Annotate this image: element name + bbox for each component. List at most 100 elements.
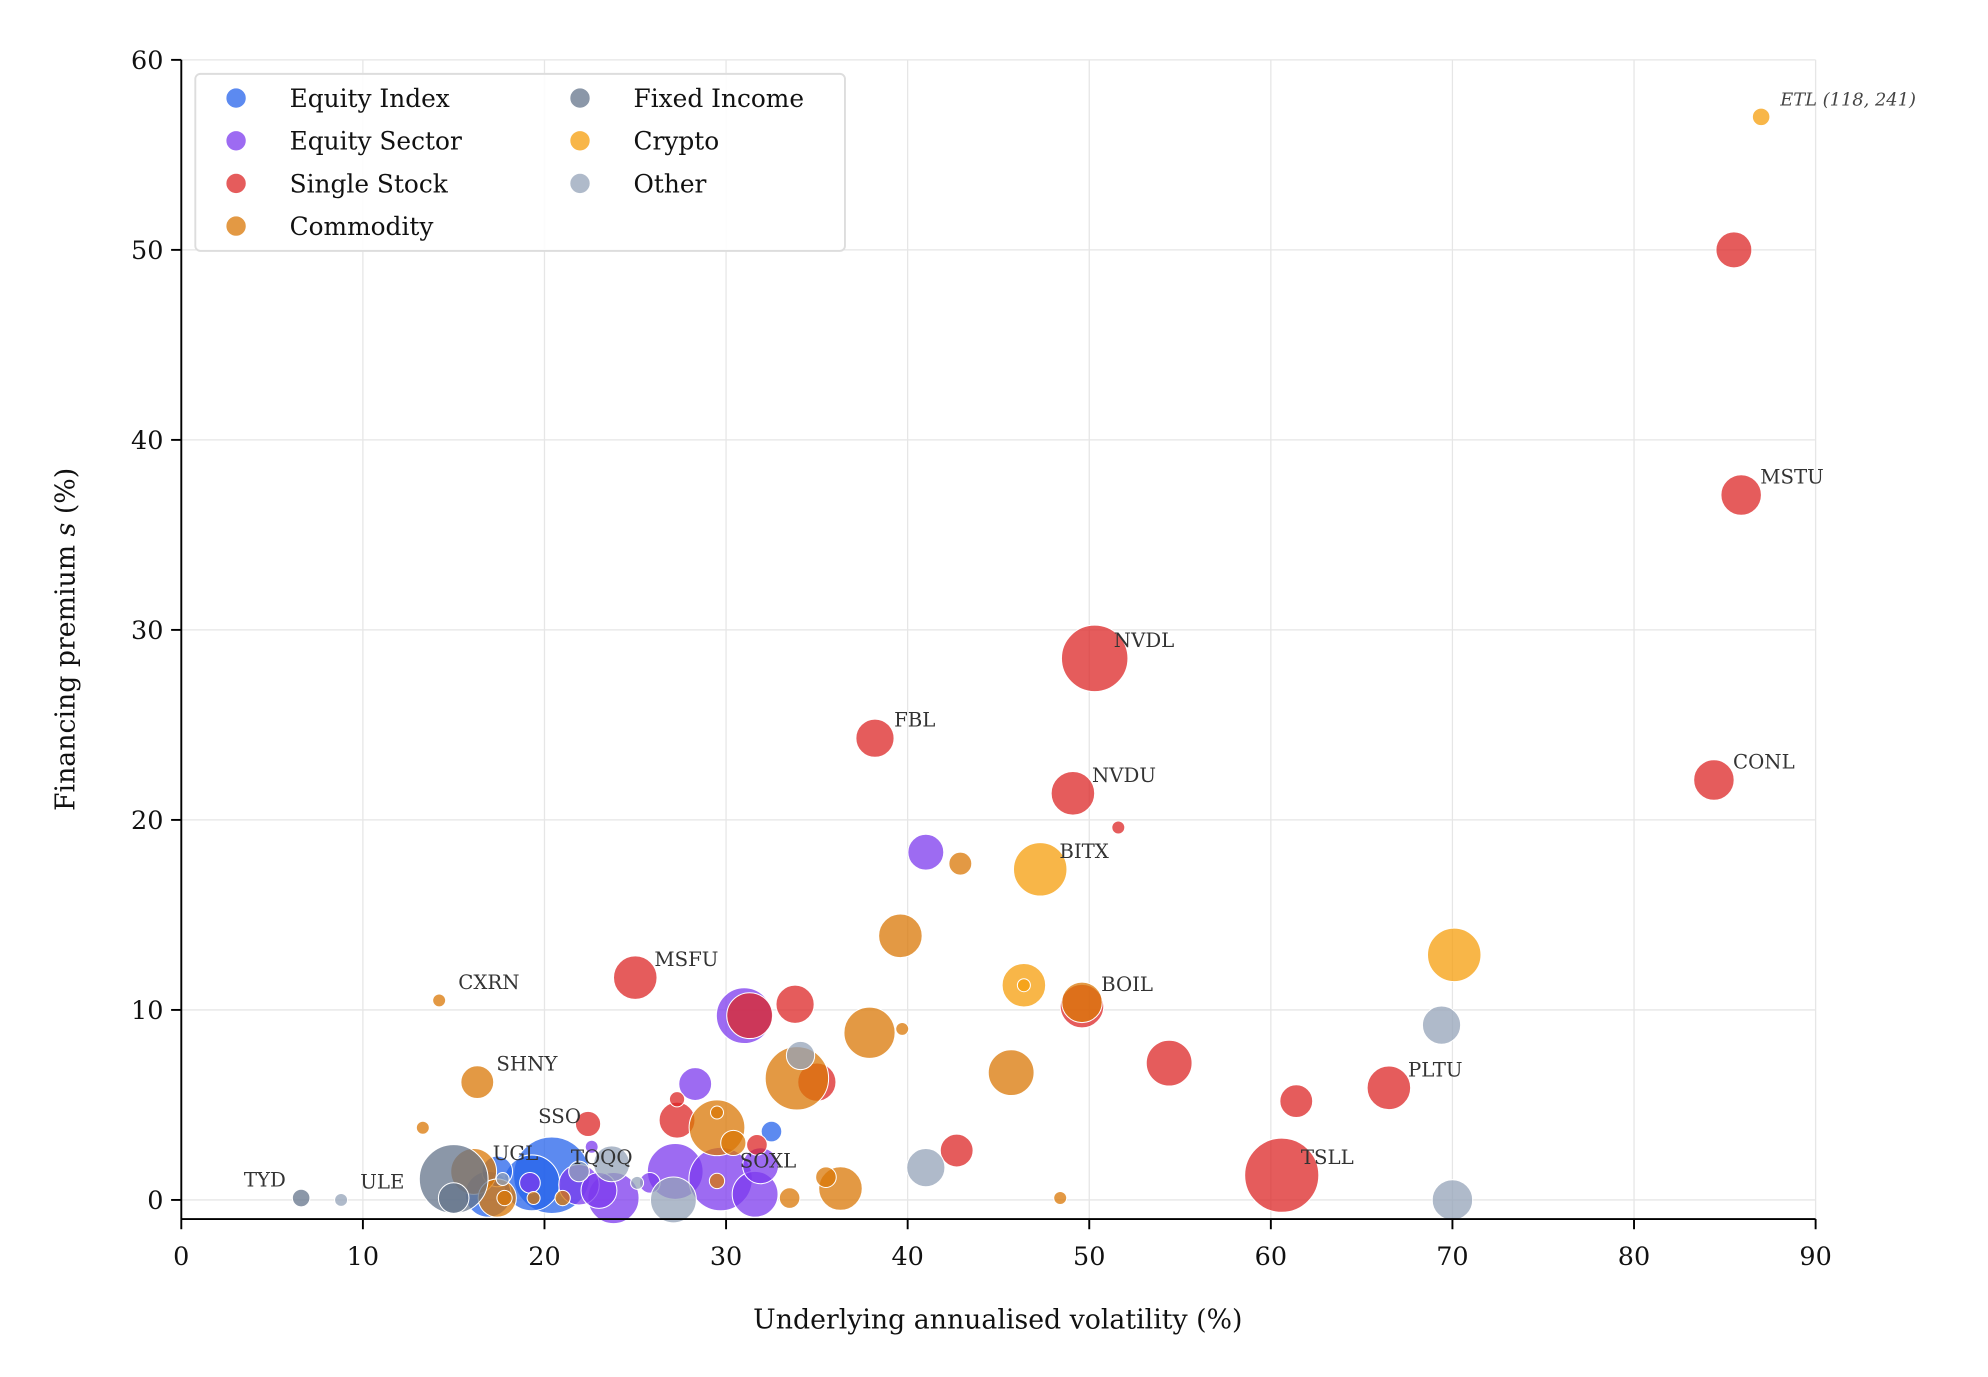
- data-point: [495, 1172, 510, 1187]
- point-label: SHNY: [496, 1053, 558, 1076]
- point-label: NVDL: [1114, 629, 1174, 652]
- data-point: [907, 833, 945, 871]
- data-point: [1244, 1137, 1320, 1213]
- point-label: MSFU: [654, 948, 718, 971]
- data-point: [574, 1110, 602, 1138]
- data-point: [593, 1145, 631, 1183]
- point-label: TQQQ: [571, 1146, 633, 1169]
- data-point: [1720, 474, 1762, 516]
- x-tick-label: 20: [528, 1242, 560, 1272]
- x-tick-label: 40: [891, 1242, 923, 1272]
- legend-marker: [569, 130, 591, 152]
- x-axis-label: Underlying annualised volatility (%): [753, 1305, 1242, 1336]
- data-point: [878, 913, 923, 959]
- data-point: [855, 718, 895, 758]
- legend: Equity Index Equity Sector Single Stock Com…: [194, 72, 846, 252]
- data-point: [649, 1176, 697, 1224]
- data-point: [726, 992, 774, 1040]
- data-point: [334, 1192, 349, 1207]
- x-tick-label: 0: [173, 1242, 189, 1272]
- y-tick-label: 30: [131, 616, 163, 646]
- data-point: [895, 1021, 910, 1036]
- data-point: [1366, 1065, 1412, 1111]
- legend-label: Fixed Income: [634, 84, 805, 113]
- legend-label: Equity Index: [290, 84, 450, 113]
- data-point: [720, 1129, 747, 1157]
- data-point: [568, 1160, 590, 1183]
- data-point: [584, 1139, 599, 1154]
- data-point: [709, 1105, 724, 1120]
- data-point: [1111, 820, 1126, 835]
- data-point: [1426, 927, 1482, 983]
- legend-label: Single Stock: [290, 169, 449, 198]
- data-point: [1421, 1005, 1462, 1045]
- data-point: [437, 1182, 470, 1214]
- y-tick-label: 50: [131, 236, 163, 266]
- point-labels: TQQQ SSO SOXL MSTU NVDL FBL NVDU CONL MSFU PLTU TS…: [244, 89, 1916, 1193]
- x-tick-label: 50: [1073, 1242, 1105, 1272]
- data-point: [906, 1148, 946, 1188]
- point-label: CXRN: [458, 971, 519, 994]
- data-point: [1061, 981, 1103, 1024]
- data-point: [630, 1175, 645, 1190]
- data-point: [678, 1067, 713, 1101]
- x-tick-label: 70: [1436, 1242, 1468, 1272]
- data-point: [526, 1191, 541, 1206]
- point-label: UGL: [493, 1142, 539, 1165]
- data-point: [987, 1049, 1035, 1097]
- point-label: ETL (118, 241): [1779, 89, 1916, 110]
- axes: 0 10 20 30 40 50 60 70 80 90 0 10 20 30 40 50 60: [131, 46, 1832, 1272]
- point-label: TSLL: [1301, 1146, 1354, 1169]
- data-point: [1012, 842, 1068, 897]
- x-tick-label: 60: [1255, 1242, 1287, 1272]
- x-tick-label: 90: [1799, 1242, 1831, 1272]
- point-label: MSTU: [1760, 466, 1824, 489]
- point-label: SSO: [538, 1105, 581, 1128]
- point-label: CONL: [1733, 751, 1795, 774]
- point-label: BOIL: [1101, 973, 1153, 996]
- legend-marker: [569, 87, 591, 109]
- data-point: [708, 1172, 726, 1190]
- legend-marker: [225, 130, 247, 152]
- data-point: [1050, 771, 1096, 816]
- data-point: [785, 1040, 816, 1071]
- legend-marker: [225, 215, 247, 237]
- data-point: [460, 1065, 495, 1100]
- data-point: [948, 851, 973, 876]
- point-label: FBL: [894, 709, 935, 732]
- x-tick-label: 10: [347, 1242, 379, 1272]
- data-point: [291, 1188, 311, 1208]
- data-point: [746, 1134, 768, 1156]
- legend-marker: [225, 172, 247, 195]
- x-tick-label: 30: [710, 1242, 742, 1272]
- data-point: [1751, 107, 1771, 127]
- data-point: [760, 1120, 783, 1143]
- point-label: NVDU: [1092, 764, 1156, 787]
- x-tick-label: 80: [1618, 1242, 1650, 1272]
- data-point: [815, 1166, 837, 1188]
- data-point: [1693, 759, 1735, 801]
- data-point: [432, 993, 447, 1008]
- legend-label: Crypto: [634, 127, 720, 156]
- data-point: [775, 984, 815, 1024]
- data-point: [1053, 1191, 1068, 1206]
- data-point: [843, 1006, 896, 1059]
- data-point: [778, 1187, 801, 1209]
- data-point: [496, 1189, 513, 1207]
- data-point: [554, 1189, 571, 1207]
- data-point: [1016, 978, 1031, 993]
- legend-frame: [194, 72, 846, 252]
- y-tick-label: 10: [131, 996, 163, 1026]
- data-point: [1715, 231, 1753, 269]
- data-point: [415, 1120, 430, 1135]
- point-label: TYD: [244, 1169, 286, 1192]
- data-points: [291, 107, 1771, 1225]
- data-point: [612, 955, 658, 1000]
- legend-marker: [225, 87, 247, 109]
- point-label: ULE: [360, 1170, 404, 1193]
- y-tick-label: 60: [131, 46, 163, 76]
- data-point: [939, 1133, 974, 1168]
- data-point: [519, 1172, 541, 1194]
- point-label: BITX: [1059, 840, 1109, 863]
